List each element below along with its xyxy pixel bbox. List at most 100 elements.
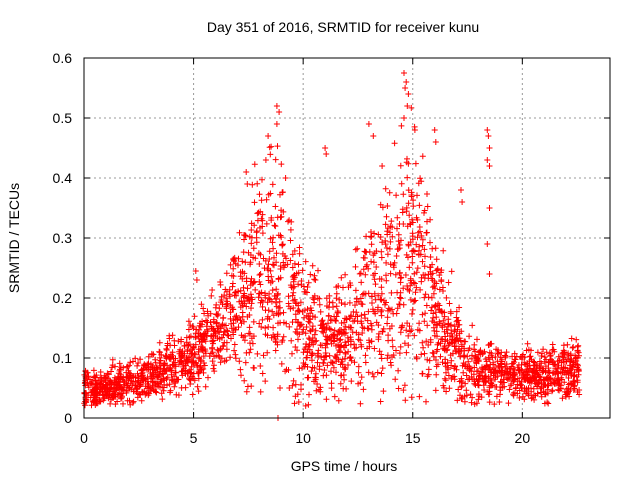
data-point xyxy=(116,360,123,367)
data-point xyxy=(205,374,211,381)
data-point xyxy=(407,328,413,335)
data-point xyxy=(575,362,581,369)
data-point xyxy=(453,332,460,339)
data-point xyxy=(428,275,435,282)
data-point xyxy=(338,274,345,281)
data-point xyxy=(357,337,364,344)
data-point xyxy=(523,372,530,379)
data-point xyxy=(285,293,292,300)
data-point xyxy=(475,382,482,389)
data-point xyxy=(223,327,230,334)
data-point xyxy=(172,355,179,362)
data-point xyxy=(384,203,391,209)
data-point xyxy=(325,313,332,320)
data-point xyxy=(419,242,426,249)
data-point xyxy=(486,364,493,371)
data-point xyxy=(335,309,342,316)
data-point xyxy=(471,341,478,348)
data-point xyxy=(352,313,359,320)
data-point xyxy=(368,241,375,248)
data-point xyxy=(434,333,440,340)
data-point xyxy=(392,271,399,278)
data-point xyxy=(302,402,309,409)
data-point xyxy=(486,356,493,363)
data-point xyxy=(363,249,370,256)
data-point xyxy=(353,295,360,302)
data-point xyxy=(403,349,410,356)
data-point xyxy=(197,357,204,363)
data-point xyxy=(545,382,551,388)
data-point xyxy=(250,333,257,340)
data-point xyxy=(287,226,294,233)
data-point xyxy=(242,259,249,266)
data-point xyxy=(368,322,375,329)
data-point xyxy=(396,245,403,252)
data-point xyxy=(341,319,348,326)
data-point xyxy=(303,354,310,361)
data-point xyxy=(472,353,479,360)
data-point xyxy=(411,280,418,287)
data-point-peak xyxy=(484,157,491,163)
data-point xyxy=(410,203,417,210)
data-point xyxy=(419,236,426,243)
data-point xyxy=(370,373,377,380)
data-point xyxy=(335,283,342,289)
data-point xyxy=(434,341,441,348)
data-point xyxy=(549,341,556,348)
data-point xyxy=(217,359,224,366)
data-point xyxy=(346,354,353,361)
data-point xyxy=(230,273,237,280)
data-point xyxy=(148,350,155,357)
data-point xyxy=(256,272,263,278)
data-point xyxy=(295,336,301,343)
data-point xyxy=(325,320,331,327)
data-point xyxy=(375,330,382,337)
data-point xyxy=(401,382,408,389)
data-point xyxy=(361,290,367,297)
data-point xyxy=(296,244,303,251)
data-point xyxy=(251,161,258,168)
data-point xyxy=(494,358,501,365)
data-point xyxy=(383,259,390,266)
data-point xyxy=(120,387,127,394)
data-point xyxy=(416,247,422,254)
data-point xyxy=(433,371,440,378)
data-point xyxy=(534,349,541,356)
data-point xyxy=(193,360,200,367)
data-point xyxy=(330,364,337,371)
data-point xyxy=(303,324,310,330)
data-point xyxy=(290,276,297,283)
data-point xyxy=(436,302,443,309)
data-point xyxy=(307,328,314,335)
data-point xyxy=(228,325,235,332)
data-point xyxy=(416,320,423,327)
data-point xyxy=(156,349,163,356)
data-point xyxy=(236,314,243,321)
data-point xyxy=(244,383,251,390)
data-point xyxy=(244,285,251,292)
data-point xyxy=(356,270,363,277)
data-point xyxy=(565,350,572,357)
data-point xyxy=(414,216,421,223)
data-point xyxy=(273,250,280,257)
data-point xyxy=(251,365,258,371)
data-point xyxy=(392,376,399,383)
data-point xyxy=(267,235,274,242)
data-point xyxy=(400,191,407,198)
data-point xyxy=(300,360,307,366)
data-point xyxy=(485,342,492,349)
data-point xyxy=(376,348,383,355)
data-point xyxy=(152,381,159,388)
data-point xyxy=(159,370,166,377)
data-point xyxy=(291,283,298,290)
data-point xyxy=(324,362,331,369)
data-point xyxy=(184,348,191,355)
data-point xyxy=(215,323,222,330)
y-tick-label: 0 xyxy=(64,410,72,426)
data-point xyxy=(292,393,299,400)
data-point xyxy=(255,250,262,257)
data-point xyxy=(543,349,550,356)
data-point xyxy=(427,271,434,278)
data-point xyxy=(492,383,499,390)
data-point xyxy=(352,263,359,270)
